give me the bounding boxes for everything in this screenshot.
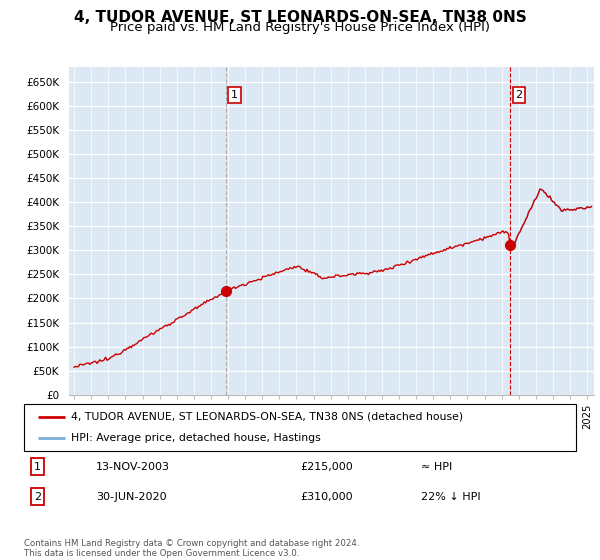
Text: 13-NOV-2003: 13-NOV-2003 — [96, 461, 170, 472]
Text: ≈ HPI: ≈ HPI — [421, 461, 452, 472]
Text: 2: 2 — [515, 90, 523, 100]
Text: 30-JUN-2020: 30-JUN-2020 — [96, 492, 166, 502]
Text: Price paid vs. HM Land Registry's House Price Index (HPI): Price paid vs. HM Land Registry's House … — [110, 21, 490, 34]
Text: 22% ↓ HPI: 22% ↓ HPI — [421, 492, 481, 502]
Text: 2: 2 — [34, 492, 41, 502]
Text: 4, TUDOR AVENUE, ST LEONARDS-ON-SEA, TN38 0NS: 4, TUDOR AVENUE, ST LEONARDS-ON-SEA, TN3… — [74, 10, 526, 25]
Text: Contains HM Land Registry data © Crown copyright and database right 2024.
This d: Contains HM Land Registry data © Crown c… — [24, 539, 359, 558]
FancyBboxPatch shape — [24, 404, 576, 451]
Text: £215,000: £215,000 — [300, 461, 353, 472]
Text: HPI: Average price, detached house, Hastings: HPI: Average price, detached house, Hast… — [71, 433, 320, 444]
Text: 1: 1 — [34, 461, 41, 472]
Text: 4, TUDOR AVENUE, ST LEONARDS-ON-SEA, TN38 0NS (detached house): 4, TUDOR AVENUE, ST LEONARDS-ON-SEA, TN3… — [71, 412, 463, 422]
Text: £310,000: £310,000 — [300, 492, 353, 502]
Text: 1: 1 — [231, 90, 238, 100]
